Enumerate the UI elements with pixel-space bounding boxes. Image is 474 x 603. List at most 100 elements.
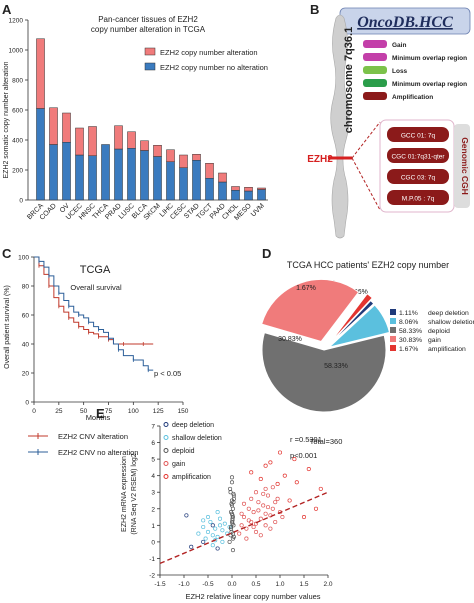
connector-upper	[351, 121, 381, 159]
scatter-point-gain	[239, 511, 244, 516]
scatter-point-amplification	[268, 460, 273, 465]
scatter-point-gain	[273, 519, 278, 525]
scatter-point-deep-deletion	[201, 539, 206, 544]
cgh-study-label: CGC 01:7q31-qter	[391, 154, 445, 161]
cgh-study-label: M.P.05 : 7q	[402, 196, 435, 203]
chart-a-xtick-label: UVM	[250, 202, 266, 218]
bar-alteration-lusc	[127, 131, 136, 149]
scatter-point-shallow-deletion	[220, 539, 225, 544]
scatter-legend-marker	[163, 448, 169, 453]
bar-no-alteration-hnsc	[88, 155, 97, 201]
chart-c-xtick-label: 0	[32, 408, 36, 415]
scatter-point-gain	[263, 523, 268, 528]
oncodb-legend-label: Amplification	[392, 94, 433, 101]
scatter-point-gain	[246, 506, 251, 511]
scatter-legend-label: deep deletion	[172, 422, 214, 429]
scatter-point-gain	[253, 529, 259, 535]
chart-a-ytick-label: 200	[12, 168, 23, 175]
chart-e-ytick-label: 1	[151, 523, 155, 530]
bar-alteration-paad	[218, 172, 227, 183]
chart-d-total: Total=360	[310, 437, 343, 446]
pie-legend-swatch	[390, 318, 396, 324]
scatter-point-gain	[249, 496, 254, 501]
scatter-point-shallow-deletion	[205, 529, 211, 535]
scatter-point-gain	[251, 524, 256, 530]
pie-legend-name: shallow deletion	[428, 319, 474, 326]
pie-legend-pct: 8.06%	[399, 319, 418, 326]
scatter-point-gain	[239, 523, 244, 528]
pie-label-gain: 30.83%	[278, 336, 302, 343]
chart-a-title-line1: Pan-cancer tissues of EZH2	[98, 15, 198, 24]
bar-no-alteration-cesc	[179, 167, 188, 201]
oncodb-legend: Gain Minimum overlap region Loss Minimum ov…	[363, 40, 467, 101]
chart-e-xlabel: EZH2 relative linear copy number values	[185, 592, 320, 601]
chart-a-ytick-label: 800	[12, 78, 23, 85]
chart-c-ytick-label: 20	[22, 371, 30, 378]
chart-d-title: TCGA HCC patients' EZH2 copy number	[287, 260, 449, 270]
chart-e-ytick-label: 7	[151, 424, 155, 431]
bar-alteration-brca	[36, 38, 45, 109]
panel-e-scatter-plot: EZH2 relative linear copy number values …	[121, 422, 333, 601]
bar-no-alteration-ucec	[75, 154, 84, 201]
legend-label-cnv-no-alteration: EZH2 CNV no alteration	[58, 448, 138, 457]
pie-legend-swatch	[390, 309, 396, 315]
panel-label-d: D	[262, 246, 271, 261]
scatter-point-gain	[244, 526, 249, 531]
scatter-point-gain	[268, 526, 273, 531]
scatter-point-shallow-deletion	[208, 519, 213, 525]
chart-c-xtick-label: 100	[128, 408, 139, 415]
cgh-study-box	[387, 190, 449, 205]
bar-no-alteration-stad	[192, 160, 201, 201]
scatter-point-shallow-deletion	[222, 521, 227, 526]
scatter-point-gain	[275, 496, 280, 501]
scatter-point-gain	[241, 515, 247, 520]
chart-a-ylabel: EZH2 somatic copy number alteration	[3, 61, 10, 178]
chart-d-legend: 1.11% deep deletion 8.06% shallow deletion 5…	[390, 309, 474, 353]
scatter-legend-marker	[163, 422, 169, 427]
chart-e-xtick-label: 0.0	[227, 581, 236, 588]
scatter-point-shallow-deletion	[217, 523, 223, 528]
chart-e-ytick-label: 6	[151, 440, 155, 447]
chart-e-xtick-label: 1.5	[299, 581, 308, 588]
bar-alteration-cesc	[179, 154, 188, 168]
bar-no-alteration-brca	[36, 108, 45, 201]
scatter-point-deploid	[229, 498, 235, 503]
scatter-point-gain	[244, 536, 249, 541]
scatter-point-deep-deletion	[184, 513, 189, 518]
scatter-point-amplification	[258, 476, 263, 482]
chart-c-legend: EZH2 CNV alteration EZH2 CNV no alterati…	[28, 432, 138, 457]
bar-no-alteration-uvm	[257, 189, 266, 201]
scatter-point-shallow-deletion	[215, 510, 220, 515]
legend-label-no-alteration: EZH2 copy number no alteration	[160, 63, 268, 72]
panel-label-b: B	[310, 2, 319, 17]
chromosome-shape	[330, 14, 350, 239]
scatter-point-gain	[265, 493, 271, 498]
cgh-study-box	[387, 169, 449, 184]
scatter-point-amplification	[294, 480, 299, 485]
scatter-point-deploid	[227, 539, 232, 544]
km-curve-cnv-no-alteration	[34, 256, 154, 371]
scatter-point-shallow-deletion	[196, 531, 201, 536]
bar-no-alteration-meso	[244, 190, 253, 201]
scatter-point-deploid	[230, 506, 236, 511]
chart-e-ylabel-line1: EZH2 mRNA expression	[121, 456, 128, 532]
bar-alteration-meso	[244, 187, 253, 192]
bar-no-alteration-paad	[218, 181, 227, 201]
pie-legend-swatch	[390, 327, 396, 333]
bar-no-alteration-ov	[62, 142, 71, 201]
scatter-point-shallow-deletion	[213, 526, 218, 531]
pie-label-deploid: 58.33%	[324, 363, 348, 370]
scatter-point-deploid	[230, 516, 235, 521]
scatter-point-deploid	[231, 491, 236, 496]
chart-c-xtick-label: 150	[178, 408, 189, 415]
chart-c-ytick-label: 80	[22, 284, 30, 291]
chart-e-xtick-label: 1.0	[275, 581, 284, 588]
pie-legend-swatch	[390, 336, 396, 342]
chart-a-title-line2: copy number alteration in TCGA	[91, 25, 206, 34]
scatter-point-deploid	[230, 515, 236, 520]
oncodb-legend-swatch	[363, 40, 387, 48]
chart-e-xtick-label: 2.0	[323, 581, 332, 588]
chart-c-xlabel: Months	[86, 413, 111, 422]
bar-alteration-skcm	[153, 145, 162, 157]
panel-c-survival-curve: TCGA Overall survival p < 0.05 Overall p…	[4, 255, 189, 458]
